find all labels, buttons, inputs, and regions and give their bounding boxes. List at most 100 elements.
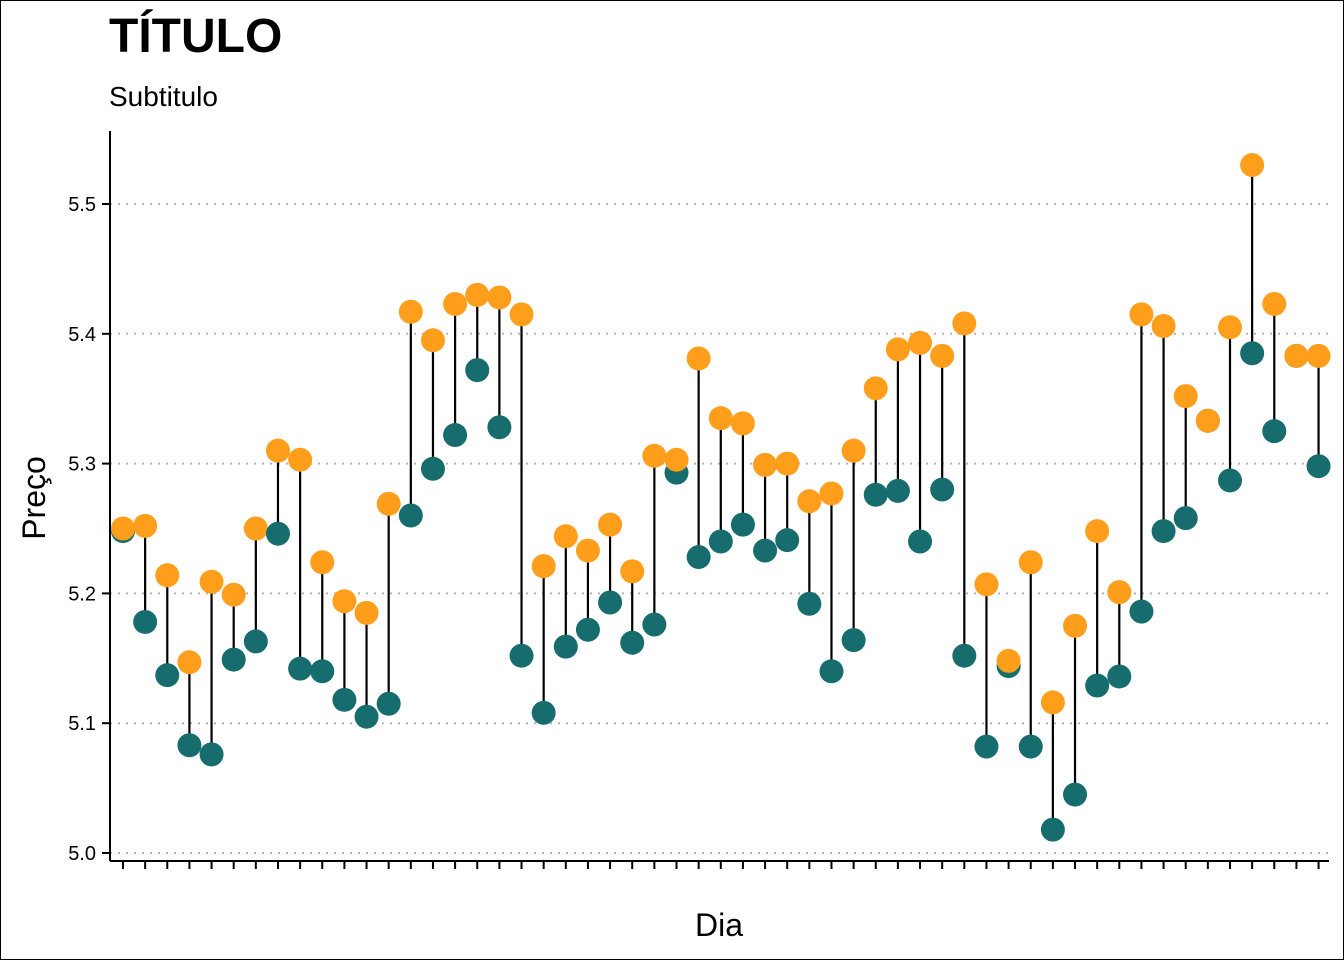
point-series-b [797, 591, 822, 616]
point-series-a [177, 650, 202, 675]
point-series-b [819, 659, 844, 684]
point-series-b [1306, 454, 1331, 479]
point-series-a [598, 512, 623, 537]
y-tick-label: 5.4 [68, 324, 96, 346]
point-series-a [288, 447, 313, 472]
point-series-a [841, 438, 866, 463]
point-series-b [730, 512, 755, 537]
point-series-a [1218, 315, 1242, 340]
point-series-a [155, 563, 180, 588]
chart-title: TÍTULO [109, 10, 283, 63]
point-series-b [243, 629, 268, 654]
point-series-a [819, 481, 844, 506]
point-series-b [420, 456, 445, 481]
x-axis-title: Dia [695, 907, 743, 943]
y-tick-label: 5.1 [68, 713, 96, 735]
point-series-a [553, 524, 578, 549]
y-tick-label: 5.2 [68, 583, 96, 605]
y-tick-label: 5.3 [68, 454, 96, 476]
point-series-a [376, 491, 401, 516]
point-series-a [443, 291, 468, 316]
point-series-a [952, 311, 977, 336]
axes [109, 131, 1329, 862]
point-series-a [1018, 550, 1043, 575]
point-series-b [930, 477, 955, 502]
point-series-b [398, 503, 423, 528]
point-series-a [1262, 291, 1287, 316]
point-series-b [509, 643, 534, 668]
point-series-a [620, 559, 645, 584]
point-series-b [443, 423, 468, 448]
point-series-b [1218, 468, 1242, 493]
point-series-b [531, 700, 556, 725]
point-series-a [531, 554, 556, 579]
point-series-a [487, 285, 512, 310]
point-series-b [952, 643, 977, 668]
point-series-b [686, 545, 711, 570]
point-series-a [111, 516, 135, 541]
point-series-a [1284, 343, 1309, 368]
point-series-b [1240, 341, 1265, 366]
point-series-b [575, 617, 600, 642]
point-series-a [708, 406, 733, 431]
point-series-a [863, 376, 888, 401]
point-series-a [1040, 690, 1065, 715]
point-series-a [908, 330, 933, 355]
point-series-b [620, 630, 645, 655]
point-series-b [155, 663, 180, 688]
point-series-a [664, 447, 689, 472]
point-series-b [775, 528, 800, 553]
point-series-b [1063, 782, 1088, 807]
point-series-a [1195, 408, 1220, 433]
point-series-a [465, 282, 490, 307]
point-series-b [199, 742, 224, 767]
point-series-a [730, 411, 755, 436]
point-series-b [332, 687, 357, 712]
point-series-b [1085, 673, 1110, 698]
point-series-b [1129, 599, 1154, 624]
point-series-b [1018, 734, 1043, 759]
point-series-a [310, 550, 335, 575]
point-series-a [753, 452, 778, 477]
point-series-a [1085, 519, 1110, 544]
point-series-a [974, 572, 999, 597]
point-series-b [841, 628, 866, 653]
point-series-b [908, 529, 933, 554]
y-ticks: 5.0 5.1 5.2 5.3 5.4 5.5 [68, 194, 110, 865]
chart-subtitle: Subtitulo [109, 81, 218, 112]
point-series-b [885, 478, 910, 503]
point-series-b [1262, 419, 1287, 444]
point-series-a [1240, 153, 1265, 178]
point-series-b [708, 529, 733, 554]
point-series-a [797, 489, 822, 514]
y-tick-label: 5.0 [68, 843, 96, 865]
point-series-b [133, 609, 158, 634]
point-series-b [863, 482, 888, 507]
point-series-a [354, 600, 379, 625]
point-series-a [420, 328, 445, 353]
point-series-a [1129, 302, 1154, 327]
point-series-b [753, 538, 778, 563]
point-series-b [1151, 519, 1176, 544]
point-series-a [398, 299, 423, 324]
point-series-a [1173, 384, 1198, 409]
point-series-a [1107, 580, 1132, 605]
y-tick-label: 5.5 [68, 194, 96, 216]
point-series-b [1173, 506, 1198, 531]
point-series-a [133, 513, 158, 538]
point-series-a [930, 343, 955, 368]
point-series-b [376, 691, 401, 716]
point-series-a [775, 451, 800, 476]
point-series-b [177, 733, 202, 758]
point-series-a [199, 569, 224, 594]
point-series-b [465, 358, 490, 383]
point-series-b [1040, 817, 1065, 842]
point-series-a [265, 438, 290, 463]
point-series-b [642, 612, 667, 637]
point-series-b [553, 634, 578, 659]
x-ticks [122, 861, 1320, 869]
point-series-a [575, 538, 600, 563]
gridlines [110, 203, 1329, 854]
